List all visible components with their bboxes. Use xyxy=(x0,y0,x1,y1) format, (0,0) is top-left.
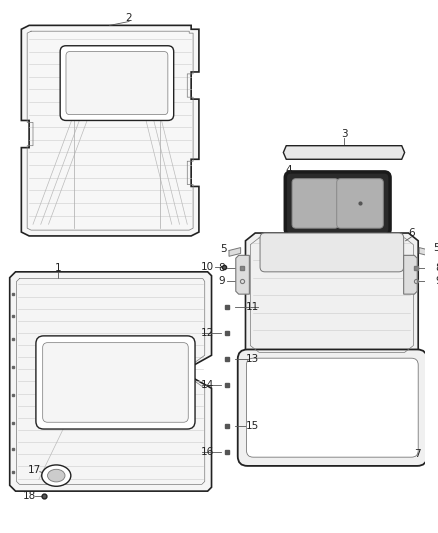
FancyBboxPatch shape xyxy=(260,233,404,272)
Text: 8: 8 xyxy=(435,263,438,273)
FancyBboxPatch shape xyxy=(285,172,390,235)
Text: 9: 9 xyxy=(218,276,225,286)
FancyBboxPatch shape xyxy=(337,179,383,228)
Text: 10: 10 xyxy=(201,262,214,272)
Text: 17: 17 xyxy=(27,465,41,475)
Ellipse shape xyxy=(42,465,71,486)
Text: 9: 9 xyxy=(435,276,438,286)
FancyBboxPatch shape xyxy=(238,350,427,466)
Polygon shape xyxy=(419,248,431,256)
Polygon shape xyxy=(283,146,405,159)
Text: 5: 5 xyxy=(220,244,226,254)
Polygon shape xyxy=(404,255,417,294)
Text: 11: 11 xyxy=(246,302,259,312)
Text: 1: 1 xyxy=(55,263,61,273)
Text: 7: 7 xyxy=(414,449,420,459)
FancyBboxPatch shape xyxy=(66,52,168,115)
Text: 15: 15 xyxy=(246,421,259,431)
FancyBboxPatch shape xyxy=(36,336,195,429)
Polygon shape xyxy=(229,248,240,256)
Text: 12: 12 xyxy=(201,328,214,338)
Text: 6: 6 xyxy=(408,228,415,238)
Polygon shape xyxy=(245,233,418,357)
FancyBboxPatch shape xyxy=(60,46,174,120)
Text: 2: 2 xyxy=(126,13,132,22)
Polygon shape xyxy=(236,255,249,294)
FancyBboxPatch shape xyxy=(292,179,339,228)
FancyBboxPatch shape xyxy=(42,343,188,422)
Text: 8: 8 xyxy=(218,263,225,273)
Text: 18: 18 xyxy=(22,491,36,501)
Text: 13: 13 xyxy=(246,354,259,364)
Polygon shape xyxy=(21,26,199,236)
Text: 3: 3 xyxy=(341,129,348,139)
Text: 5: 5 xyxy=(433,243,438,253)
Text: 4: 4 xyxy=(286,165,293,175)
Text: 16: 16 xyxy=(201,447,214,457)
Text: 14: 14 xyxy=(201,381,214,390)
Ellipse shape xyxy=(48,469,65,482)
Polygon shape xyxy=(10,272,212,491)
FancyBboxPatch shape xyxy=(247,358,418,457)
